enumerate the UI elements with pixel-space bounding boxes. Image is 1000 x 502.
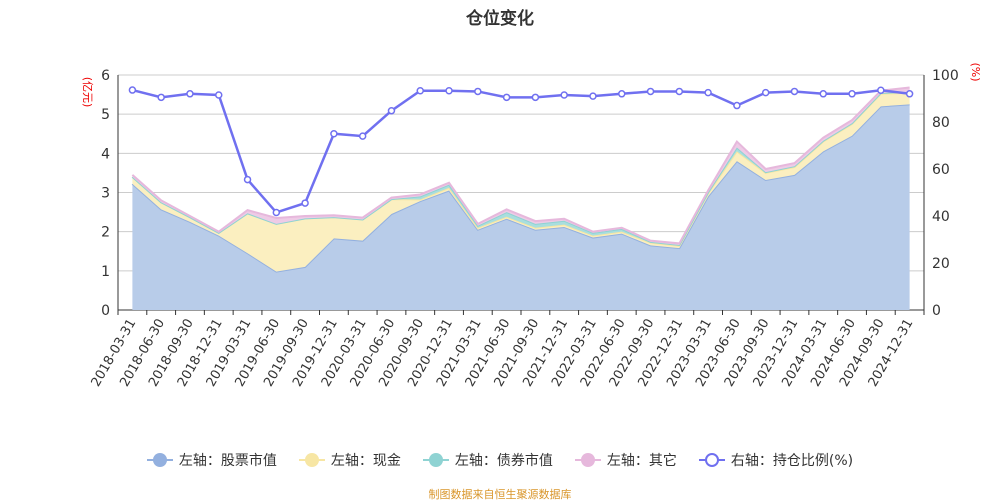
legend-item[interactable]: 左轴：股票市值	[146, 450, 277, 470]
ratio-point	[157, 93, 165, 102]
ratio-point	[675, 87, 684, 96]
ratio-point	[761, 88, 770, 97]
ratio-point	[502, 93, 511, 102]
ratio-point	[618, 90, 626, 98]
ratio-point	[387, 106, 396, 115]
legend-swatch	[574, 453, 601, 467]
y-left-tick-label: 5	[101, 107, 110, 123]
y-left-tick-label: 3	[101, 186, 110, 202]
legend-label: 右轴：持仓比例(%)	[730, 453, 854, 469]
y-right-tick-label: 60	[932, 162, 950, 178]
area-左轴：股票市值	[132, 104, 910, 310]
legend: 左轴：股票市值 左轴：现金 左轴：债券市值 左轴：其它 右轴：持仓比例(%)	[0, 450, 1000, 470]
ratio-point	[358, 132, 367, 140]
ratio-point	[848, 90, 856, 98]
legend-label: 左轴：债券市值	[454, 453, 553, 469]
legend-item[interactable]: 左轴：其它	[574, 450, 677, 470]
y-right-tick-label: 40	[932, 209, 950, 225]
legend-swatch	[422, 453, 449, 467]
ratio-point	[243, 175, 252, 184]
ratio-point	[877, 86, 885, 95]
legend-swatch	[698, 453, 725, 467]
legend-swatch	[298, 453, 325, 467]
y-right-tick-label: 80	[932, 115, 950, 131]
ratio-line	[132, 88, 910, 214]
y-left-tick-label: 1	[101, 264, 110, 280]
y-right-tick-label: 0	[932, 303, 941, 319]
legend-label: 左轴：现金	[330, 453, 401, 469]
y-right-axis-label: (%)	[969, 62, 982, 81]
area-左轴：现金	[132, 92, 910, 272]
footer-source: 制图数据来自恒生聚源数据库	[428, 488, 572, 501]
y-left-axis-label: (亿元)	[81, 77, 94, 108]
ratio-point	[416, 86, 424, 95]
y-left-tick-label: 0	[101, 303, 110, 319]
ratio-point	[819, 90, 827, 98]
area-line-左轴：其它	[131, 86, 910, 245]
ratio-point	[272, 208, 281, 217]
ratio-point	[531, 93, 540, 102]
area-line-左轴：股票市值	[131, 103, 910, 273]
legend-label: 左轴：其它	[606, 453, 677, 469]
ratio-point	[301, 199, 309, 207]
ratio-point	[330, 130, 338, 138]
ratio-point	[790, 87, 799, 96]
ratio-point	[733, 101, 741, 110]
ratio-point	[128, 86, 137, 94]
legend-label: 左轴：股票市值	[178, 453, 277, 469]
ratio-point	[589, 92, 597, 100]
y-left-tick-label: 2	[101, 225, 110, 241]
chart-title: 仓位变化	[466, 9, 534, 29]
ratio-point	[215, 91, 223, 99]
ratio-point	[445, 86, 453, 95]
ratio-point	[186, 90, 194, 98]
position-chart: 0123456020406080100(亿元)(%)2018-03-312018…	[81, 62, 982, 389]
legend-item[interactable]: 左轴：债券市值	[422, 450, 553, 470]
legend-item[interactable]: 左轴：现金	[298, 450, 401, 470]
y-right-tick-label: 100	[932, 68, 959, 84]
ratio-point	[474, 87, 482, 96]
y-left-tick-label: 4	[101, 146, 110, 162]
ratio-point	[560, 91, 568, 99]
y-right-tick-label: 20	[932, 256, 950, 272]
ratio-point	[646, 87, 655, 96]
y-left-tick-label: 6	[101, 68, 110, 84]
ratio-point	[905, 90, 914, 98]
ratio-point	[704, 88, 712, 97]
legend-swatch	[146, 453, 173, 467]
legend-item[interactable]: 右轴：持仓比例(%)	[698, 450, 854, 470]
